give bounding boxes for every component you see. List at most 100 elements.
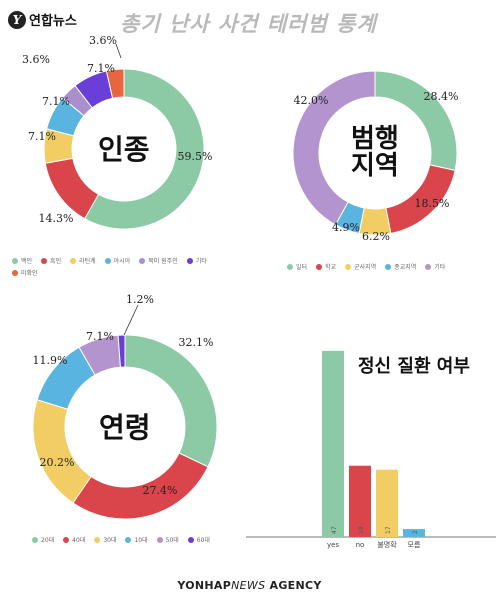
agency-italic: NEWS — [231, 579, 266, 592]
race-legend-label-0: 백인 — [21, 258, 33, 265]
region-legend-dot-4 — [425, 263, 432, 270]
race-legend-item-4: 북미 원주민 — [139, 256, 178, 265]
region-legend-label-1: 학교 — [325, 264, 337, 271]
age-legend-dot-3 — [125, 536, 132, 543]
age-chart-title: 연령 — [99, 410, 151, 444]
bar-2 — [376, 469, 398, 537]
region-title-line-1: 지역 — [351, 150, 399, 181]
age-legend-item-4: 50대 — [156, 535, 179, 544]
age-value-label-5: 1.2% — [126, 293, 154, 306]
logo-text: 연합뉴스 — [29, 14, 77, 29]
race-legend-item-2: 라틴계 — [70, 256, 96, 265]
age-slice-0 — [124, 334, 218, 468]
race-leader-line — [115, 43, 122, 59]
region-legend-dot-2 — [345, 263, 352, 270]
region-value-label-1: 18.5% — [415, 197, 450, 210]
bar-category-label-2: 불명확 — [377, 540, 397, 549]
region-legend-label-4: 기타 — [434, 264, 446, 271]
age-legend-label-4: 50대 — [165, 537, 179, 544]
region-legend-item-2: 군사지역 — [345, 262, 376, 271]
bar-value-label-2: 17 — [385, 526, 392, 534]
page-title: 총기 난사 사건 테러범 통계 — [120, 12, 377, 36]
age-legend-label-2: 30대 — [103, 537, 117, 544]
age-legend-item-1: 40대 — [63, 535, 85, 544]
race-legend-dot-2 — [70, 257, 77, 264]
bar-0 — [322, 350, 344, 537]
age-legend-label-3: 10대 — [134, 537, 148, 544]
age-legend-label-5: 60대 — [196, 537, 210, 544]
race-legend-label-1: 흑인 — [50, 258, 62, 265]
agency-credit: YONHAPNEWS AGENCY — [0, 579, 499, 592]
race-value-label-0: 59.5% — [178, 150, 213, 163]
region-legend-dot-0 — [287, 263, 293, 270]
region-title-line-0: 범행 — [351, 123, 399, 154]
region-legend-item-0: 일터 — [287, 262, 307, 271]
bar-value-label-1: 18 — [358, 526, 365, 534]
bar-category-label-3: 모름 — [408, 541, 421, 549]
race-slice-6 — [105, 68, 125, 99]
race-legend-item-5: 기타 — [186, 256, 207, 265]
region-legend-label-3: 종교지역 — [394, 264, 417, 271]
race-legend-dot-0 — [12, 257, 18, 264]
race-chart-title: 인종 — [98, 132, 150, 166]
age-legend-label-1: 40대 — [72, 537, 86, 544]
race-legend-label-4: 북미 원주민 — [148, 258, 178, 265]
age-value-label-2: 20.2% — [40, 456, 75, 469]
race-legend-item-3: 아시아 — [104, 256, 131, 265]
region-value-label-0: 28.4% — [424, 90, 459, 103]
race-value-label-2: 7.1% — [28, 130, 56, 143]
race-slice-0 — [84, 68, 205, 230]
age-value-label-3: 11.9% — [33, 354, 68, 367]
age-legend-dot-2 — [94, 536, 101, 543]
age-legend-dot-4 — [156, 536, 163, 543]
region-legend-item-1: 학교 — [316, 262, 336, 271]
region-value-label-3: 4.9% — [332, 221, 360, 234]
race-legend-label-2: 라틴계 — [79, 258, 96, 265]
age-legend: 20대 40대 30대 10대 50대 60대 — [32, 535, 252, 544]
age-legend-item-2: 30대 — [94, 535, 116, 544]
age-legend-dot-0 — [32, 536, 38, 543]
region-legend-dot-1 — [316, 263, 323, 270]
bar-category-label-1: no — [356, 541, 365, 549]
race-legend-dot-6 — [12, 269, 18, 276]
region-legend-dot-3 — [385, 263, 392, 270]
region-value-label-2: 6.2% — [362, 230, 390, 243]
bar-value-label-0: 47 — [331, 526, 338, 534]
bar-value-label-3: 2 — [412, 530, 419, 534]
mental-illness-chart-title: 정신 질환 여부 — [358, 356, 470, 377]
race-legend-dot-4 — [139, 257, 146, 264]
race-value-label-6: 3.6% — [89, 34, 117, 47]
race-legend-label-3: 아시아 — [113, 258, 131, 265]
bar-3 — [403, 529, 425, 537]
race-value-label-3: 7.1% — [42, 95, 70, 108]
region-legend-item-4: 기타 — [425, 262, 445, 271]
region-slice-4 — [292, 70, 376, 226]
age-legend-item-0: 20대 — [32, 535, 54, 544]
yonhap-logo-icon: Y — [8, 10, 26, 29]
age-legend-item-5: 60대 — [187, 535, 210, 544]
age-value-label-4: 7.1% — [86, 330, 114, 343]
race-legend-dot-3 — [104, 257, 111, 264]
region-legend-label-2: 군사지역 — [354, 264, 377, 271]
race-legend-item-0: 백인 — [12, 256, 32, 265]
agency-bold: YONHAP — [177, 579, 232, 592]
age-slice-2 — [32, 399, 92, 504]
age-slice-5 — [117, 334, 126, 368]
age-legend-dot-1 — [63, 536, 70, 543]
region-legend-label-0: 일터 — [296, 264, 308, 271]
race-legend-label-6: 미확인 — [21, 270, 38, 277]
race-value-label-5: 7.1% — [87, 62, 115, 75]
region-legend-item-3: 종교지역 — [385, 262, 416, 271]
race-value-label-4: 3.6% — [22, 53, 50, 66]
yonhap-logo: Y 연합뉴스 — [8, 10, 77, 29]
race-legend-item-1: 흑인 — [41, 256, 61, 265]
age-slice-1 — [72, 452, 209, 520]
region-chart-title: 범행 지역 — [351, 123, 399, 181]
age-value-label-1: 27.4% — [143, 484, 178, 497]
age-value-label-0: 32.1% — [179, 336, 214, 349]
age-legend-label-0: 20대 — [41, 537, 55, 544]
race-value-label-1: 14.3% — [39, 212, 74, 225]
region-legend: 일터 학교 군사지역 종교지역 기타 — [287, 262, 487, 271]
